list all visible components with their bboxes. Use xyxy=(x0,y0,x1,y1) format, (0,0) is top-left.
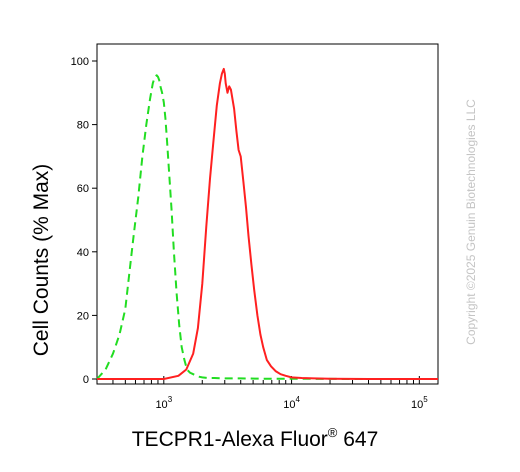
y-tick-label: 80 xyxy=(77,120,89,132)
y-tick-label: 20 xyxy=(77,310,89,322)
copyright-watermark: Copyright ©2025 Genuin Biotechnologies L… xyxy=(464,99,478,345)
y-tick-label: 100 xyxy=(71,56,89,68)
control-histogram-line xyxy=(96,74,438,380)
plot-border xyxy=(96,43,439,385)
plot-frame xyxy=(96,43,439,385)
y-tick-label: 60 xyxy=(77,183,89,195)
x-axis-title-superscript: ® xyxy=(328,425,338,440)
y-axis: 0 20 40 60 80 100 xyxy=(71,56,97,386)
series-layer xyxy=(96,67,438,380)
y-axis-title: Cell Counts (% Max) xyxy=(30,164,53,357)
sample-histogram-line xyxy=(97,67,438,380)
x-axis-title-suffix: 647 xyxy=(337,428,378,451)
x-axis-title-main: TECPR1-Alexa Fluor xyxy=(132,428,328,451)
y-tick-label: 40 xyxy=(77,247,89,259)
x-tick-label: 104 xyxy=(283,395,300,411)
x-tick-label: 103 xyxy=(155,395,172,411)
y-tick-label: 0 xyxy=(83,374,89,386)
x-axis-title: TECPR1-Alexa Fluor® 647 xyxy=(132,425,379,451)
x-axis: 103 104 105 xyxy=(96,376,428,411)
x-tick-label: 105 xyxy=(411,395,428,411)
